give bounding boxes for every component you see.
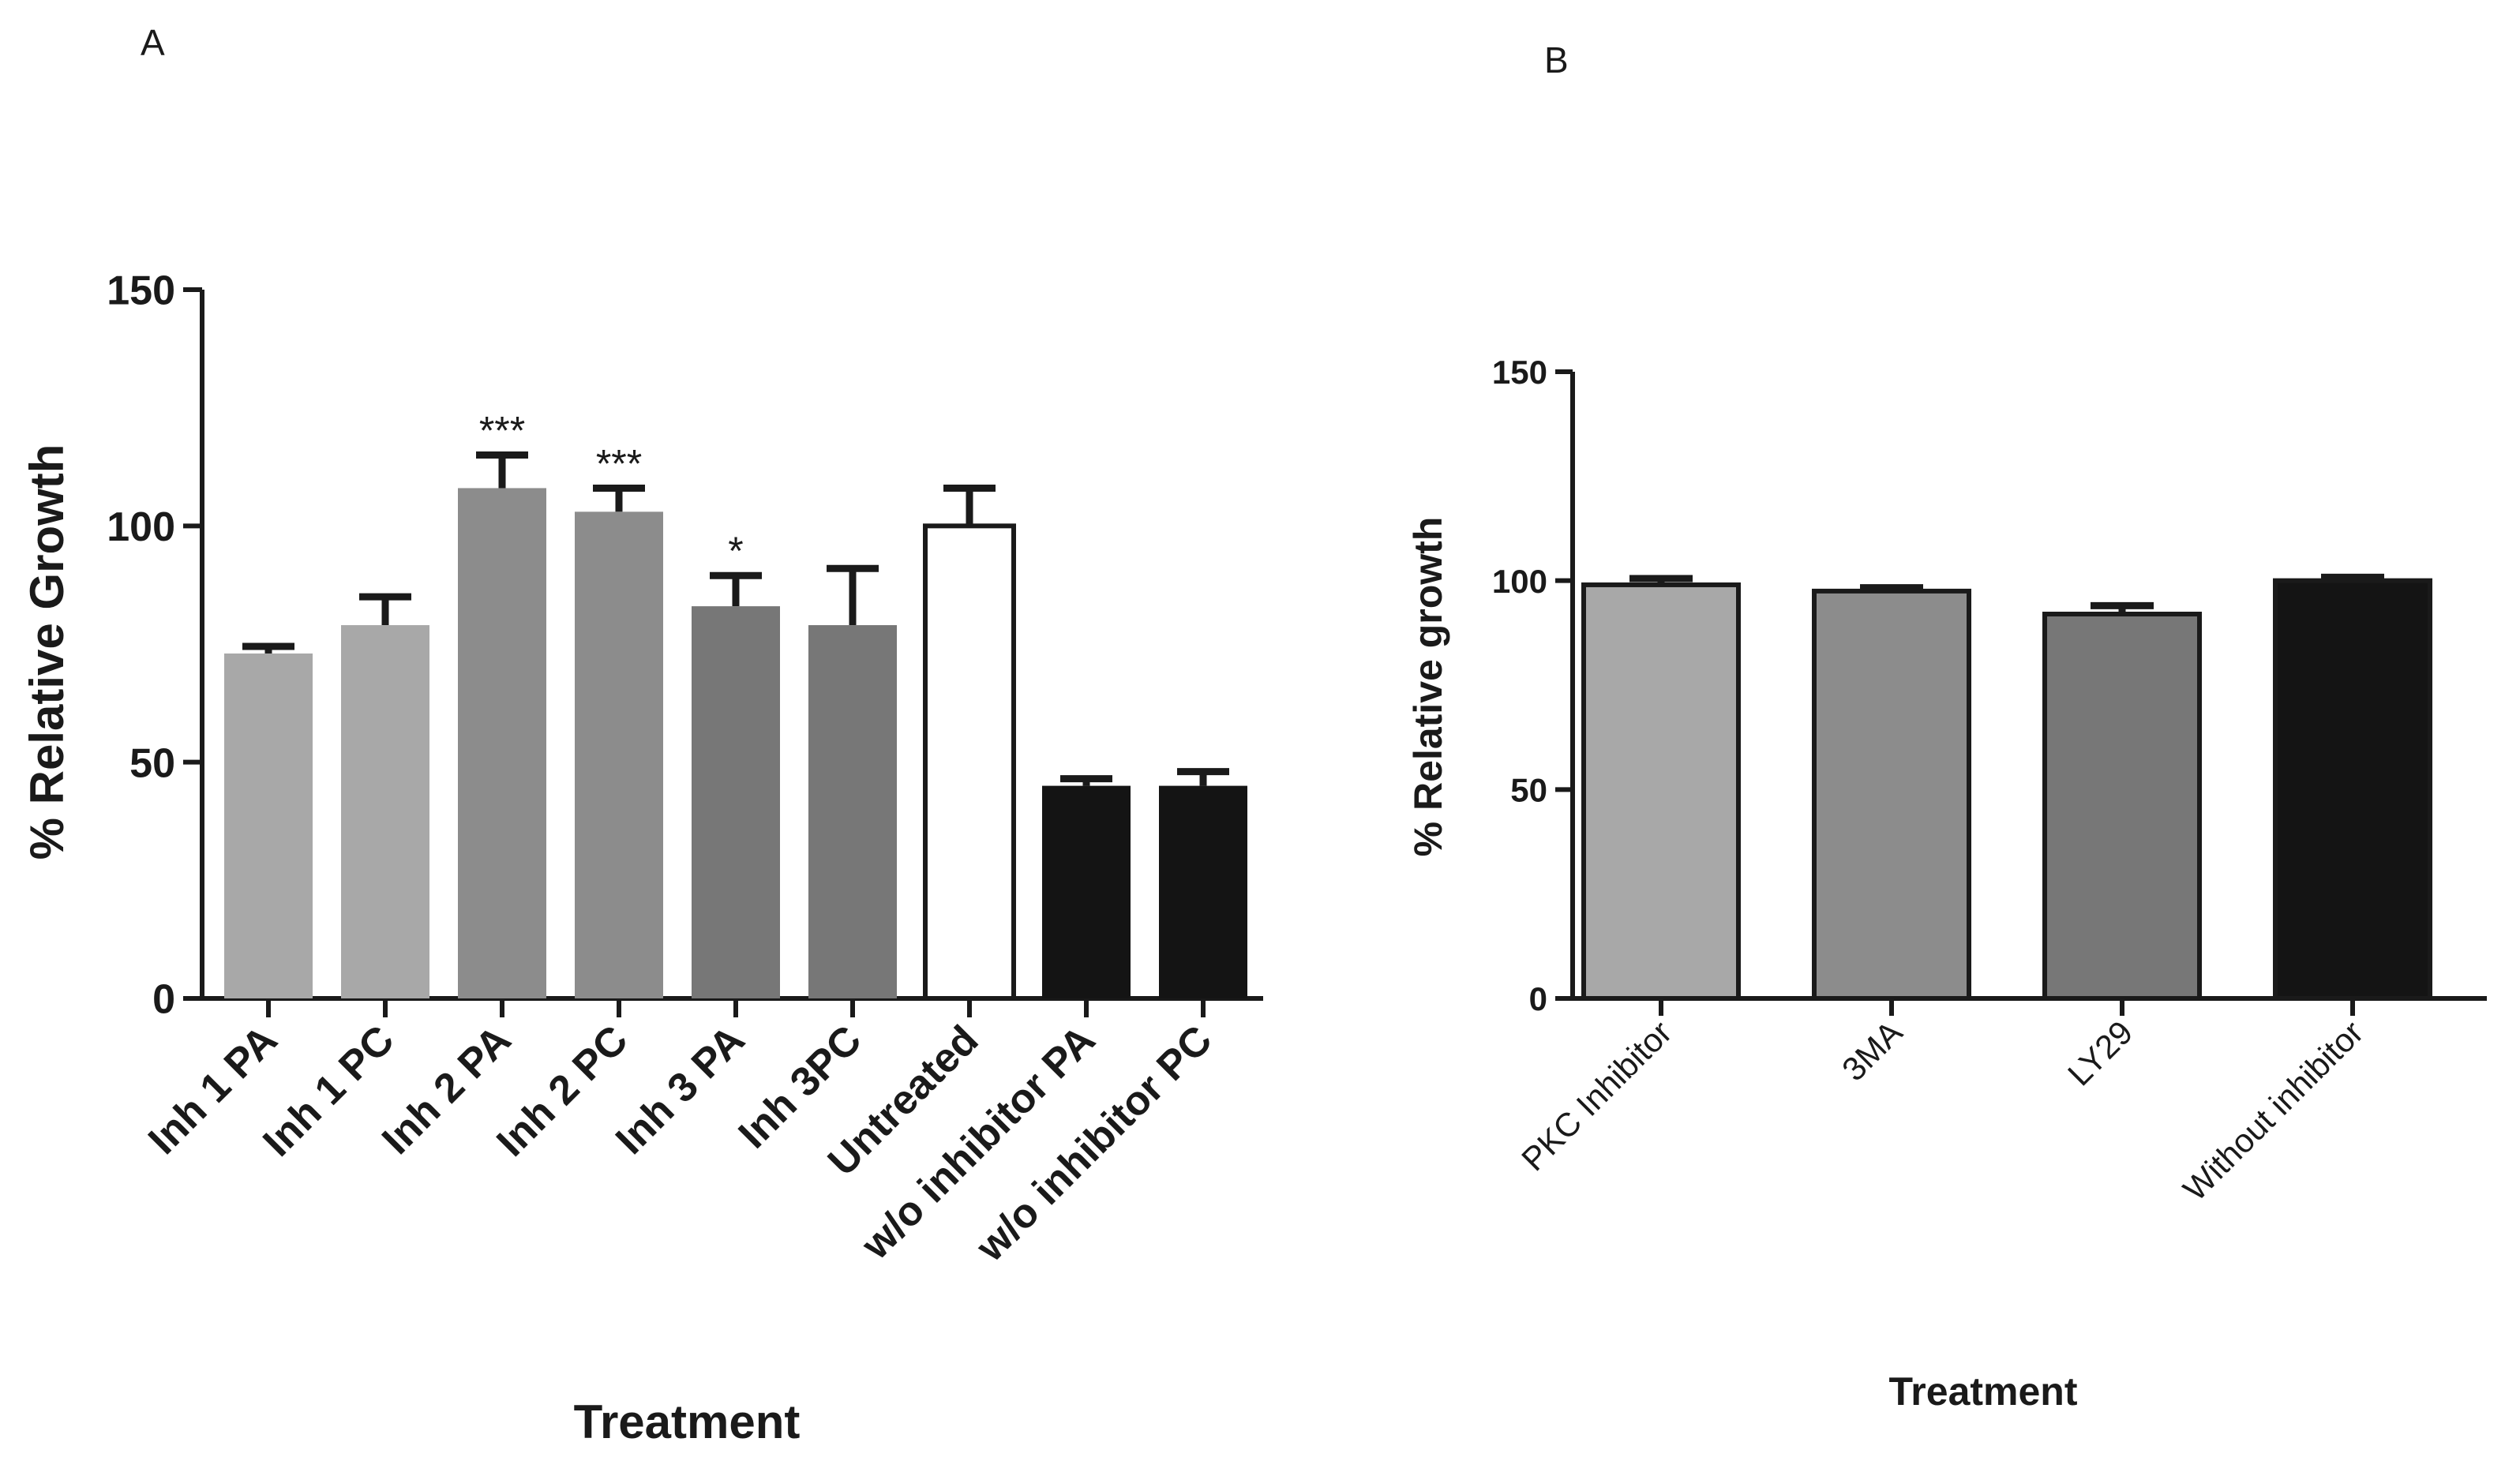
panel-a-y-axis-title: % Relative Growth bbox=[21, 444, 73, 860]
panel-b-category-label: 3MA bbox=[1835, 1013, 1909, 1088]
panel-a-y-tick-label: 150 bbox=[107, 268, 175, 314]
panel-a-bar bbox=[224, 653, 313, 998]
panel-a-bar bbox=[458, 488, 546, 998]
panel-a-bar bbox=[692, 606, 780, 998]
panel-a-y-tick-label: 100 bbox=[107, 504, 175, 550]
panel-b-category-label: PKC Inhibitor bbox=[1514, 1013, 1678, 1178]
panel-b-category-label: Without inhibitor bbox=[2176, 1013, 2370, 1208]
panel-a-category-label: Inh 3 PA bbox=[607, 1017, 753, 1163]
panel-a-significance-label: *** bbox=[479, 409, 525, 453]
chart-panel-b: B 0 50 100 150 PKC Inhibitor 3MA LY29 Without … bbox=[1406, 39, 2487, 1414]
panel-b-x-axis-title: Treatment bbox=[1889, 1369, 2078, 1414]
panel-a-category-label: Inh 2 PC bbox=[488, 1017, 636, 1165]
panel-a-bar bbox=[1159, 785, 1247, 998]
panel-a-bar bbox=[808, 625, 897, 998]
panel-a-bar bbox=[923, 523, 1016, 1001]
panel-a-label: A bbox=[141, 22, 165, 63]
panel-a-bar bbox=[1042, 785, 1131, 998]
panel-b-y-tick-label: 150 bbox=[1492, 354, 1547, 391]
panel-a-bar bbox=[575, 511, 663, 998]
panel-b-category-label: LY29 bbox=[2061, 1013, 2139, 1092]
panel-b-y-tick-label: 0 bbox=[1529, 980, 1547, 1017]
panel-b-label: B bbox=[1544, 39, 1569, 81]
panel-b-bar bbox=[2273, 578, 2432, 1001]
panel-b-y-axis-title: % Relative growth bbox=[1406, 517, 1450, 857]
panel-a-y-tick-label: 50 bbox=[129, 740, 175, 786]
panel-b-bar bbox=[1581, 582, 1741, 1001]
panel-b-y-tick-label: 100 bbox=[1492, 563, 1547, 600]
panel-a-y-tick-label: 0 bbox=[152, 977, 175, 1023]
panel-b-bar bbox=[2042, 612, 2202, 1001]
panel-a-bar bbox=[341, 625, 429, 998]
panel-a-x-axis-title: Treatment bbox=[574, 1395, 801, 1448]
panel-b-bar bbox=[1812, 588, 1971, 1001]
panel-a-significance-label: *** bbox=[596, 441, 642, 485]
panel-a-significance-label: * bbox=[728, 529, 743, 573]
panel-b-y-tick-label: 50 bbox=[1510, 771, 1547, 808]
panel-a-category-label: Inh 1 PC bbox=[254, 1017, 403, 1165]
